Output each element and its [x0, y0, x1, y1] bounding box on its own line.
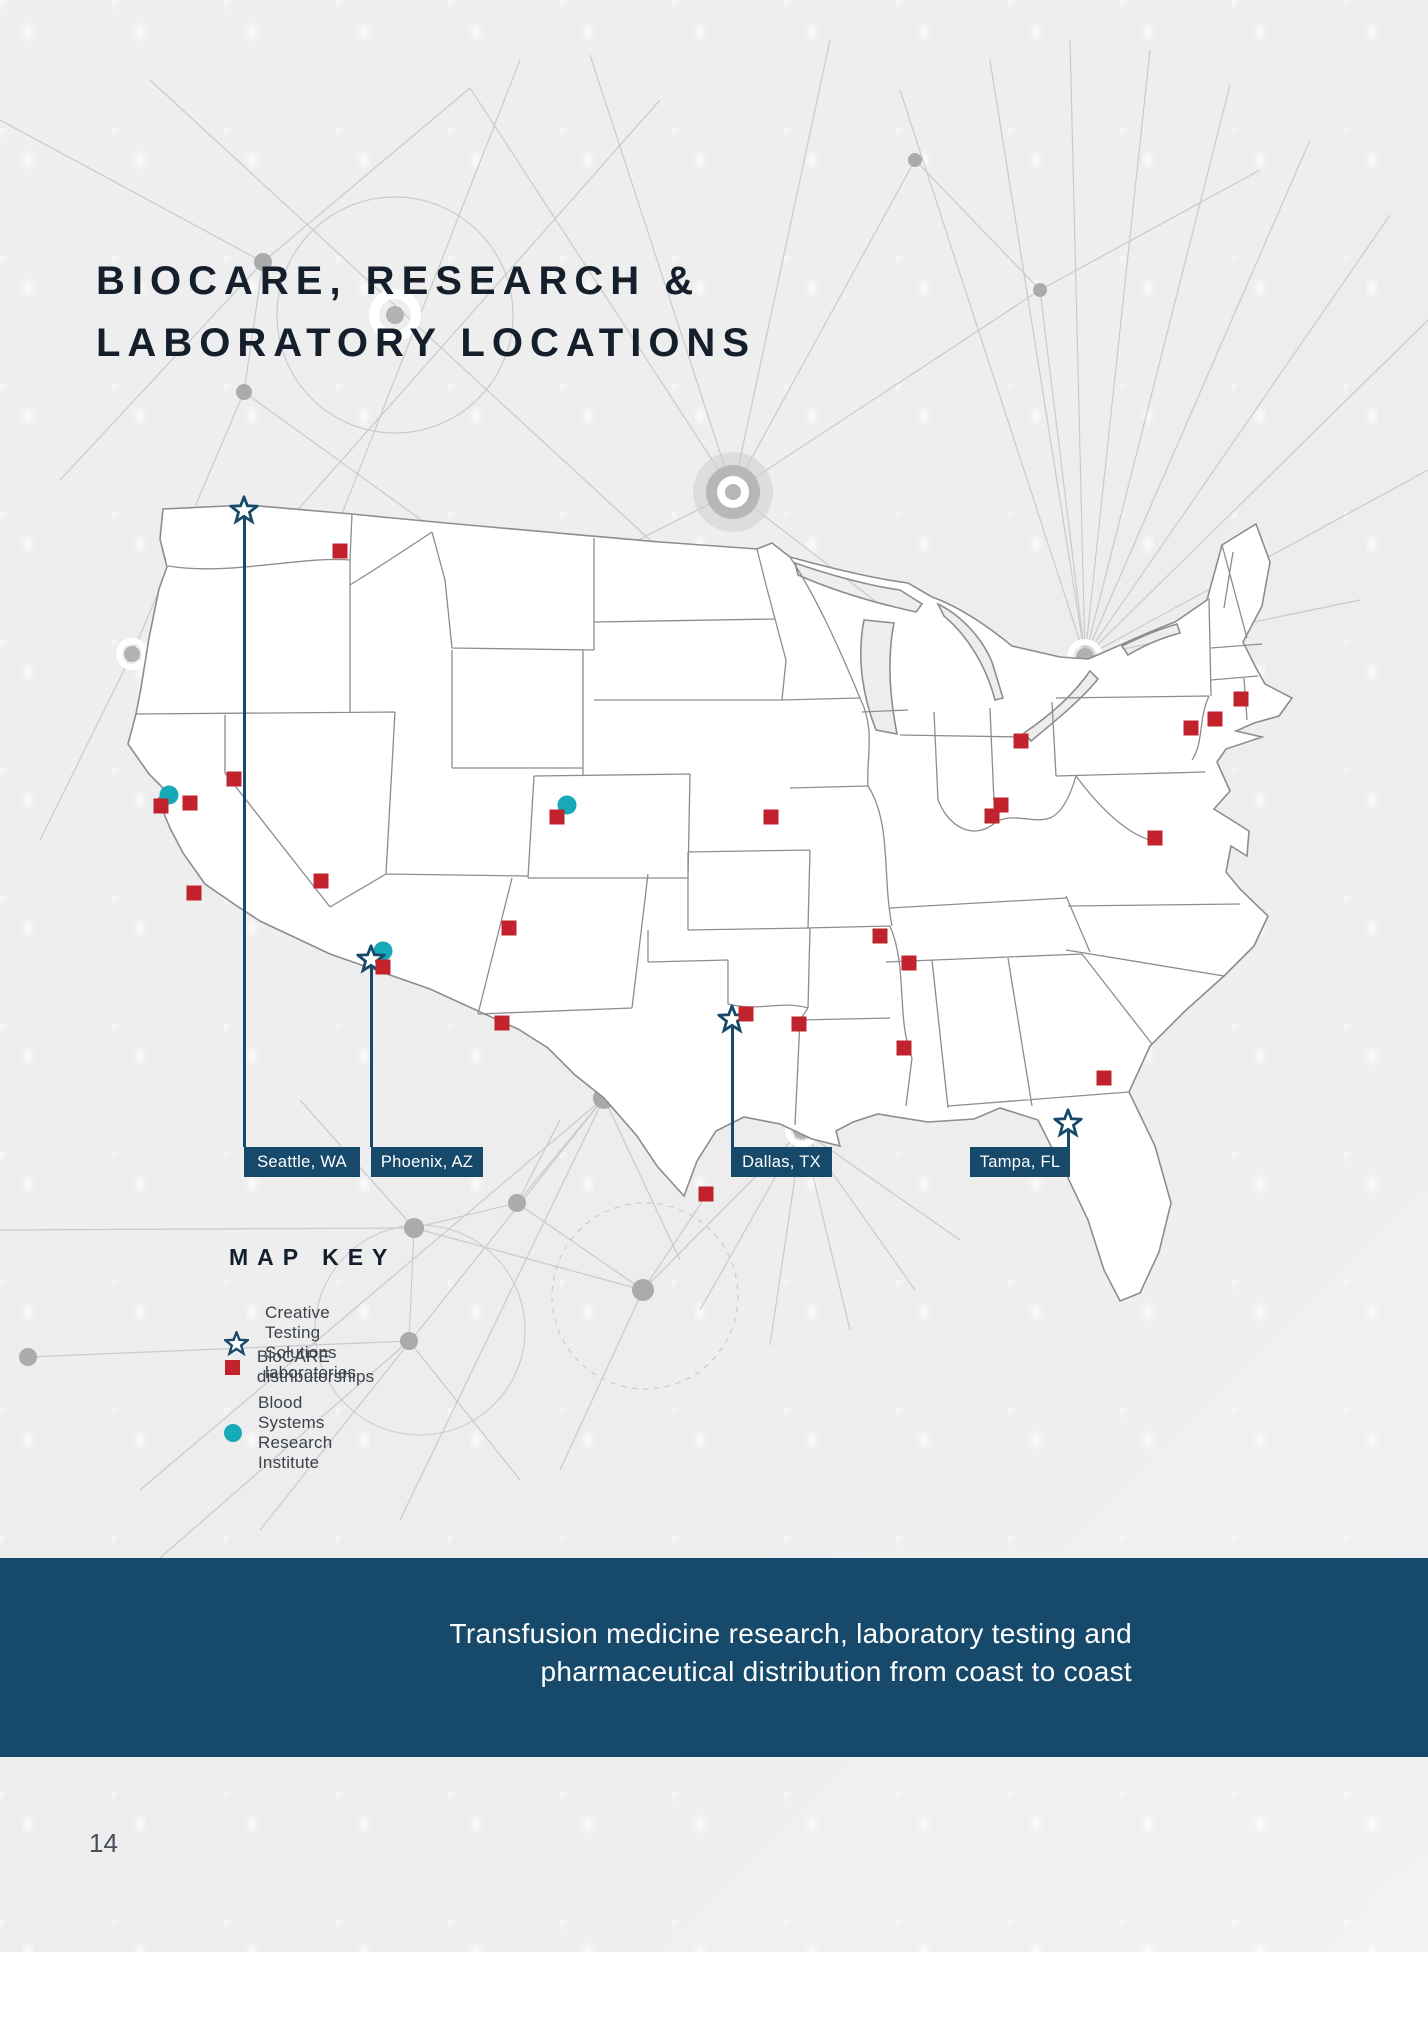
biocare-distributor-marker	[791, 1016, 807, 1032]
cts-lab-star-marker	[229, 495, 259, 525]
biocare-distributor-marker	[1207, 711, 1223, 727]
biocare-distributor-marker	[1096, 1070, 1112, 1086]
biocare-distributor-marker	[375, 959, 391, 975]
cts-lab-star-marker	[1053, 1108, 1083, 1138]
bottom-margin	[0, 1952, 1428, 2028]
biocare-distributor-marker	[549, 809, 565, 825]
biocare-distributor-marker	[1147, 830, 1163, 846]
city-label: Tampa, FL	[970, 1147, 1070, 1177]
bsri-circle-icon	[224, 1424, 242, 1442]
biocare-distributor-marker	[1183, 720, 1199, 736]
city-leader-line	[1066, 1126, 1070, 1147]
cts-lab-star-marker	[356, 944, 386, 974]
page-number: 14	[89, 1828, 118, 1858]
biocare-distributor-marker	[1233, 691, 1249, 707]
banner-line2: pharmaceutical distribution from coast t…	[540, 1656, 1132, 1687]
map-key-label: Blood Systems Research Institute	[258, 1393, 333, 1472]
page-title: BIOCARE, RESEARCH & LABORATORY LOCATIONS	[96, 250, 756, 374]
biocare-distributor-marker	[993, 797, 1009, 813]
cts-star-icon	[224, 1330, 249, 1356]
biocare-distributor-marker	[186, 885, 202, 901]
biocare-distributor-marker	[501, 920, 517, 936]
city-leader-line	[730, 1022, 734, 1147]
banner-line1: Transfusion medicine research, laborator…	[449, 1618, 1132, 1649]
biocare-distributor-marker	[763, 809, 779, 825]
map-key-item: Creative Testing Solutions laboratories	[224, 1303, 357, 1383]
biocare-distributor-marker	[313, 873, 329, 889]
page-title-line2: LABORATORY LOCATIONS	[96, 321, 756, 365]
city-leader-line	[242, 512, 246, 1147]
biocare-distributor-marker	[896, 1040, 912, 1056]
city-label: Seattle, WA	[244, 1147, 360, 1177]
city-leader-line	[369, 962, 373, 1147]
banner: Transfusion medicine research, laborator…	[0, 1558, 1428, 1757]
biocare-square-icon	[224, 1359, 241, 1375]
page-title-line1: BIOCARE, RESEARCH &	[96, 259, 701, 303]
biocare-distributor-marker	[226, 771, 242, 787]
map-key-label: BioCARE distributorships	[256, 1347, 375, 1386]
biocare-distributor-marker	[153, 798, 169, 814]
biocare-distributor-marker	[182, 795, 198, 811]
biocare-distributor-marker	[494, 1015, 510, 1031]
biocare-distributor-marker	[698, 1186, 714, 1202]
biocare-distributor-marker	[872, 928, 888, 944]
map-key-heading: MAP KEY	[229, 1244, 397, 1270]
biocare-distributor-marker	[332, 543, 348, 559]
map-key-label: Creative Testing Solutions laboratories	[265, 1303, 357, 1382]
city-label: Phoenix, AZ	[371, 1147, 483, 1177]
biocare-distributor-marker	[901, 955, 917, 971]
biocare-distributor-marker	[738, 1006, 754, 1022]
map-key-item: Blood Systems Research Institute	[224, 1393, 340, 1473]
biocare-distributor-marker	[1013, 733, 1029, 749]
map-key-item: BioCARE distributorships	[224, 1347, 384, 1387]
city-label: Dallas, TX	[731, 1147, 832, 1177]
